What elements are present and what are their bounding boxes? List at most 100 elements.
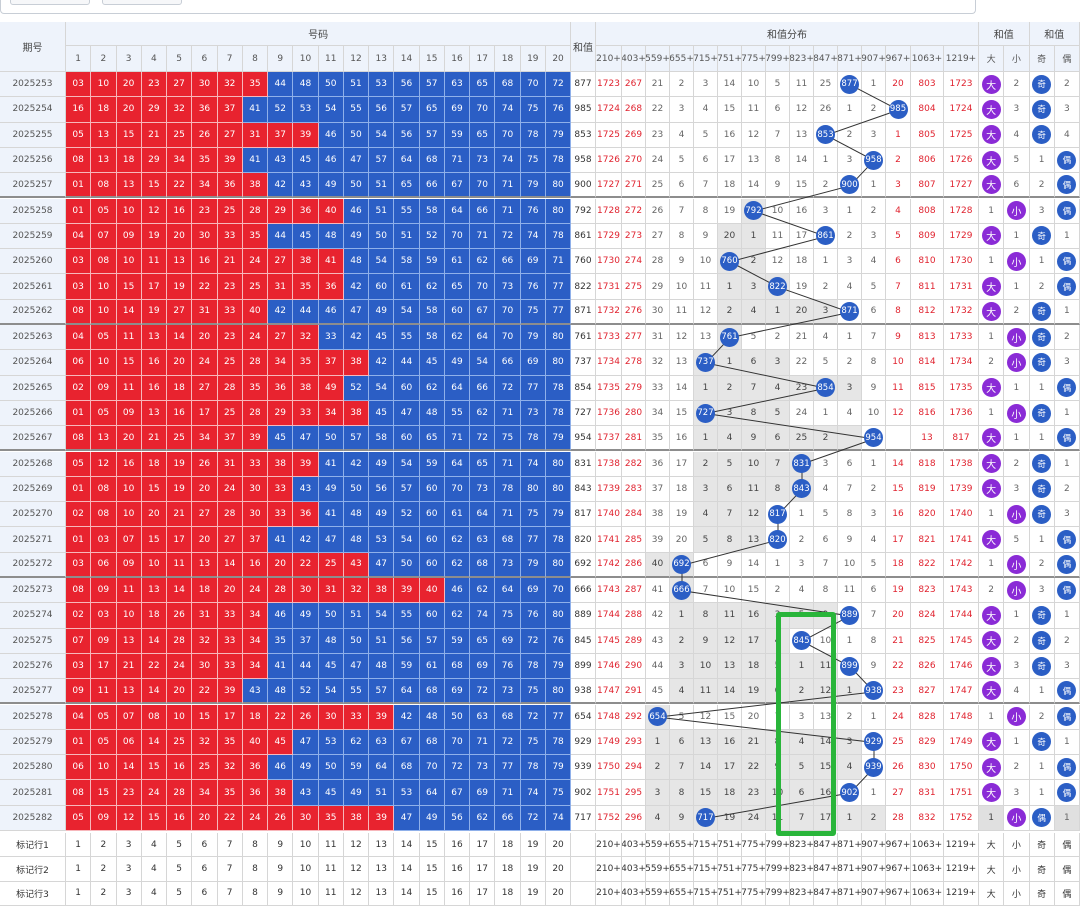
number-ball-red[interactable]: 40 [419,578,445,604]
number-ball-red[interactable]: 13 [192,552,218,578]
number-ball-blue[interactable]: 80 [545,350,572,376]
number-ball-blue[interactable]: 41 [268,653,294,680]
number-ball-red[interactable]: 01 [66,400,92,427]
number-ball-blue[interactable]: 79 [520,325,546,351]
number-ball-red[interactable]: 14 [116,755,142,781]
number-ball-blue[interactable]: 64 [444,375,471,401]
number-ball-red[interactable]: 18 [91,97,117,123]
number-ball-red[interactable]: 08 [141,704,168,730]
number-ball-blue[interactable]: 72 [520,628,546,654]
number-ball-red[interactable]: 12 [116,805,142,831]
number-ball-blue[interactable]: 69 [495,628,521,654]
number-ball-blue[interactable]: 51 [369,780,395,806]
number-ball-red[interactable]: 20 [141,502,168,528]
footer-number[interactable]: 5 [167,833,193,858]
footer-number[interactable]: 15 [419,881,445,906]
number-ball-red[interactable]: 19 [167,476,193,503]
number-ball-blue[interactable]: 73 [520,400,546,427]
number-ball-blue[interactable]: 78 [545,375,572,401]
number-ball-blue[interactable]: 78 [495,476,521,503]
footer-number[interactable]: 2 [91,881,117,906]
toolbar-button[interactable] [102,0,182,5]
number-ball-red[interactable]: 29 [268,400,294,427]
number-ball-red[interactable]: 28 [242,350,269,376]
number-ball-blue[interactable]: 60 [419,603,445,629]
number-ball-blue[interactable]: 73 [495,274,521,300]
number-ball-red[interactable]: 39 [293,122,319,148]
number-ball-red[interactable]: 25 [242,274,269,300]
number-ball-red[interactable]: 32 [167,97,193,123]
number-ball-blue[interactable]: 52 [293,679,319,705]
number-ball-blue[interactable]: 73 [470,147,496,174]
number-ball-blue[interactable]: 75 [520,97,546,123]
number-ball-red[interactable]: 11 [116,325,142,351]
number-ball-red[interactable]: 16 [116,451,142,477]
number-ball-red[interactable]: 26 [268,805,294,831]
number-ball-blue[interactable]: 64 [444,451,471,477]
number-ball-blue[interactable]: 65 [470,451,496,477]
number-ball-blue[interactable]: 47 [343,299,370,325]
footer-number[interactable]: 1 [66,833,92,858]
footer-range[interactable]: 799+ [766,881,790,906]
number-ball-blue[interactable]: 65 [470,122,496,148]
number-ball-blue[interactable]: 71 [470,729,496,756]
number-ball-blue[interactable]: 46 [318,299,344,325]
number-ball-red[interactable]: 27 [192,375,218,401]
number-ball-blue[interactable]: 56 [369,476,395,503]
number-ball-red[interactable]: 38 [268,451,294,477]
number-ball-red[interactable]: 20 [116,72,142,98]
number-ball-red[interactable]: 01 [66,198,92,224]
number-ball-red[interactable]: 14 [141,729,168,756]
number-ball-blue[interactable]: 63 [444,72,471,98]
number-ball-red[interactable]: 14 [217,552,243,578]
number-ball-blue[interactable]: 44 [293,653,319,680]
number-ball-blue[interactable]: 50 [444,704,471,730]
footer-range[interactable]: 559+ [646,833,670,858]
number-ball-blue[interactable]: 70 [444,223,471,250]
footer-number[interactable]: 3 [116,881,142,906]
number-ball-red[interactable]: 30 [318,704,344,730]
number-ball-blue[interactable]: 50 [343,476,370,503]
number-ball-blue[interactable]: 52 [268,97,294,123]
number-ball-red[interactable]: 21 [116,653,142,680]
footer-number[interactable]: 11 [318,881,344,906]
number-ball-blue[interactable]: 74 [520,451,546,477]
number-ball-blue[interactable]: 47 [318,527,344,553]
footer-number[interactable]: 9 [268,881,294,906]
number-ball-red[interactable]: 33 [217,299,243,325]
number-ball-red[interactable]: 34 [192,173,218,199]
number-ball-red[interactable]: 05 [66,805,92,831]
footer-range[interactable]: 871+ [838,857,862,882]
number-ball-red[interactable]: 34 [192,426,218,452]
number-ball-red[interactable]: 17 [167,527,193,553]
number-ball-red[interactable]: 14 [167,325,193,351]
number-ball-blue[interactable]: 51 [343,603,370,629]
number-ball-blue[interactable]: 72 [520,704,546,730]
footer-range[interactable]: 1063+ [911,881,944,906]
number-ball-blue[interactable]: 76 [545,97,572,123]
number-ball-blue[interactable]: 78 [520,755,546,781]
footer-range[interactable]: 210+ [596,857,622,882]
number-ball-red[interactable]: 27 [217,527,243,553]
number-ball-red[interactable]: 39 [394,578,420,604]
number-ball-red[interactable]: 33 [217,653,243,680]
number-ball-blue[interactable]: 70 [495,325,521,351]
footer-range[interactable]: 715+ [694,833,718,858]
number-ball-red[interactable]: 16 [167,198,193,224]
number-ball-blue[interactable]: 50 [369,223,395,250]
number-ball-blue[interactable]: 74 [495,97,521,123]
footer-tail[interactable]: 奇 [1029,833,1055,858]
number-ball-blue[interactable]: 65 [470,72,496,98]
number-ball-red[interactable]: 30 [192,223,218,250]
number-ball-red[interactable]: 06 [66,755,92,781]
number-ball-red[interactable]: 17 [141,274,168,300]
number-ball-red[interactable]: 08 [91,173,117,199]
number-ball-blue[interactable]: 51 [369,173,395,199]
footer-number[interactable]: 17 [470,881,496,906]
footer-tail[interactable]: 偶 [1054,833,1080,858]
number-ball-red[interactable]: 22 [167,173,193,199]
number-ball-blue[interactable]: 35 [268,628,294,654]
number-ball-blue[interactable]: 62 [470,400,496,427]
number-ball-red[interactable]: 13 [141,400,168,427]
footer-range[interactable]: 823+ [790,833,814,858]
